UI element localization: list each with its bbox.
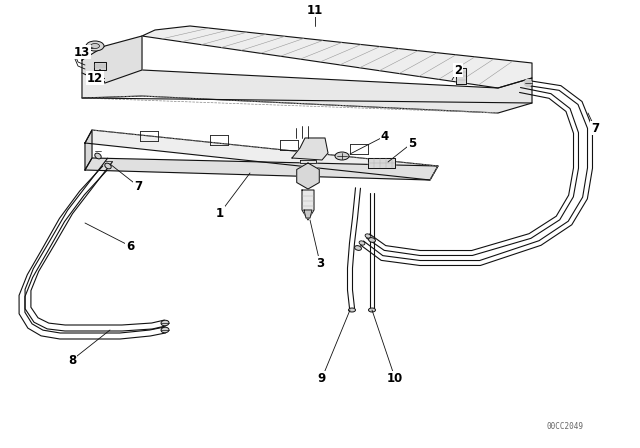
Polygon shape: [300, 160, 316, 163]
Ellipse shape: [335, 152, 349, 160]
Text: 1: 1: [216, 207, 224, 220]
Text: 2: 2: [454, 64, 462, 77]
Text: 6: 6: [126, 240, 134, 253]
Text: 12: 12: [87, 72, 103, 85]
Circle shape: [525, 79, 531, 86]
Ellipse shape: [161, 320, 169, 326]
Polygon shape: [82, 70, 532, 113]
Text: 00CC2049: 00CC2049: [547, 422, 584, 431]
Text: 4: 4: [381, 129, 389, 142]
Ellipse shape: [86, 41, 104, 51]
Text: 11: 11: [307, 4, 323, 17]
Text: 3: 3: [316, 257, 324, 270]
Ellipse shape: [349, 308, 355, 312]
Polygon shape: [292, 138, 328, 160]
Ellipse shape: [355, 246, 362, 250]
Polygon shape: [297, 163, 319, 189]
Polygon shape: [85, 158, 438, 180]
Ellipse shape: [105, 163, 111, 169]
Ellipse shape: [359, 241, 365, 245]
Ellipse shape: [95, 153, 101, 159]
Polygon shape: [85, 130, 438, 180]
Text: 13: 13: [74, 46, 90, 59]
Polygon shape: [94, 62, 106, 70]
Polygon shape: [85, 130, 92, 170]
Text: 10: 10: [387, 371, 403, 384]
Polygon shape: [368, 158, 395, 168]
Polygon shape: [456, 68, 466, 84]
Polygon shape: [82, 36, 142, 83]
Polygon shape: [304, 210, 312, 218]
Ellipse shape: [161, 327, 169, 333]
Text: 8: 8: [68, 353, 76, 366]
Text: 7: 7: [591, 121, 599, 134]
Text: 9: 9: [318, 371, 326, 384]
Ellipse shape: [365, 234, 371, 238]
Polygon shape: [302, 190, 314, 220]
Text: 5: 5: [408, 137, 416, 150]
Polygon shape: [142, 26, 532, 88]
Ellipse shape: [90, 43, 99, 48]
Text: 7: 7: [134, 180, 142, 193]
Ellipse shape: [369, 308, 376, 312]
Ellipse shape: [369, 237, 376, 242]
